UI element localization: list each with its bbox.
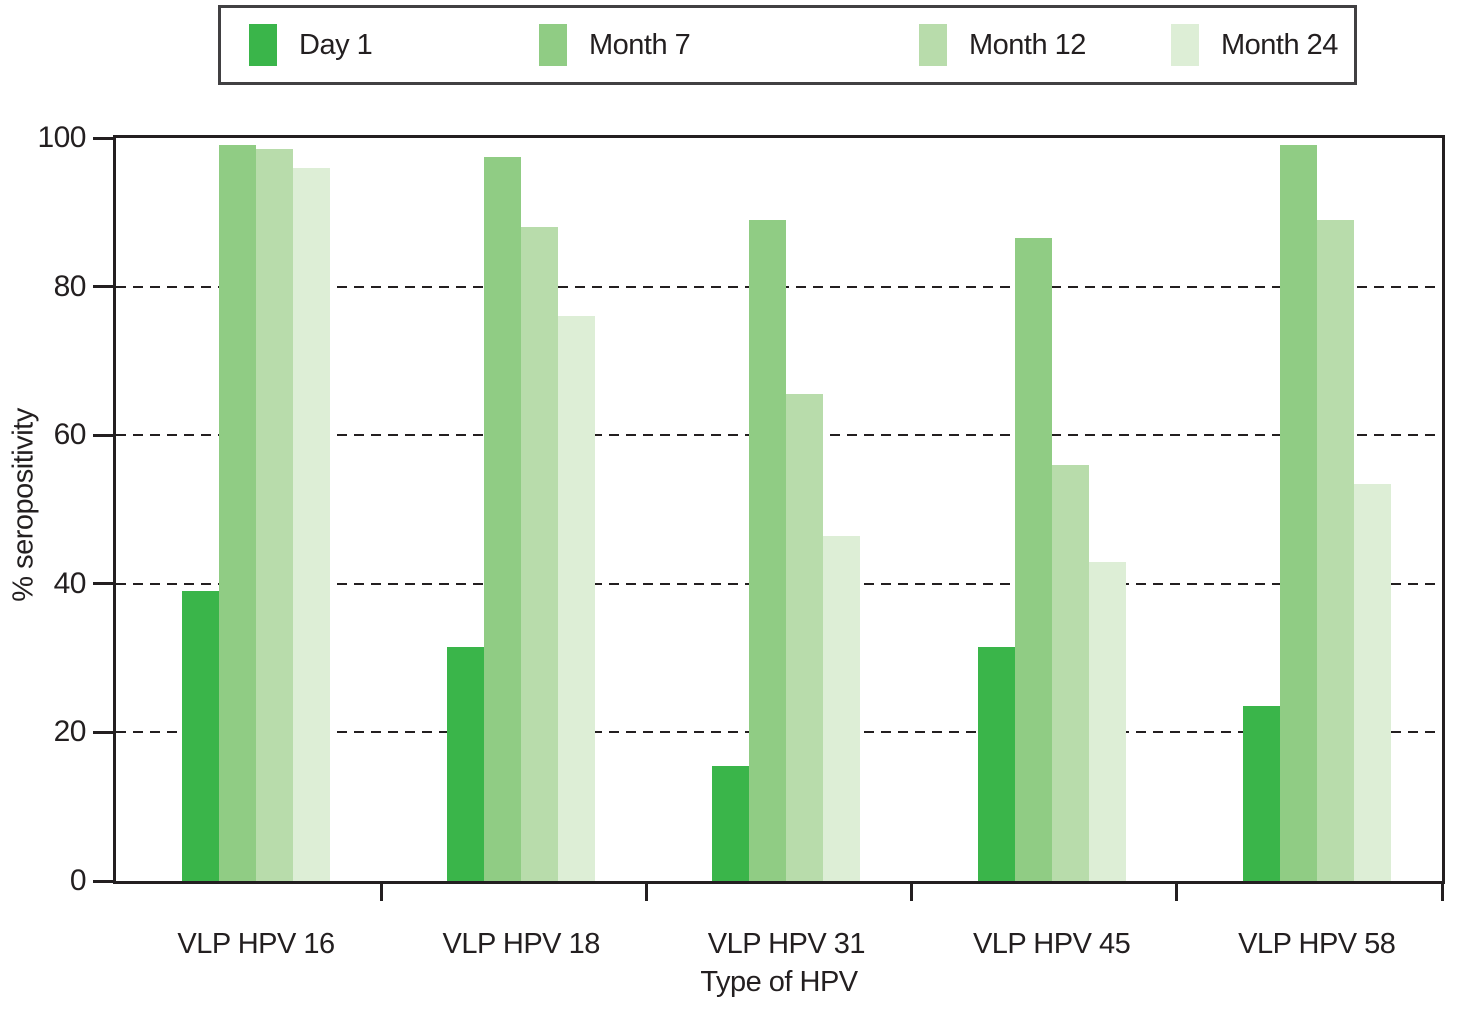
x-category-label: VLP HPV 31 — [707, 928, 866, 960]
x-category-label: VLP HPV 16 — [177, 928, 335, 960]
legend-item-3: Month 12 — [919, 24, 1086, 66]
bar — [749, 219, 787, 881]
legend-swatch-icon — [919, 24, 947, 66]
y-axis-tick — [93, 879, 113, 883]
legend-item-label: Day 1 — [299, 28, 373, 61]
bar — [293, 167, 330, 881]
x-axis-tick — [379, 881, 383, 901]
legend-swatch-icon — [1171, 24, 1199, 66]
bar — [558, 316, 596, 881]
bar — [1279, 145, 1317, 881]
bar — [1051, 464, 1089, 881]
bar — [1316, 219, 1354, 881]
bar — [1353, 483, 1391, 881]
bar — [786, 394, 824, 881]
bar — [256, 149, 293, 881]
bar — [219, 145, 256, 881]
x-axis-tick — [1440, 881, 1444, 901]
legend-item-4: Month 24 — [1171, 24, 1338, 66]
legend-swatch-icon — [539, 24, 567, 66]
y-tick-label: 100 — [37, 121, 86, 154]
legend-item-label: Month 12 — [969, 28, 1086, 61]
y-tick-label: 80 — [53, 269, 87, 303]
bar — [447, 646, 485, 881]
x-axis-tick — [910, 881, 914, 901]
legend-item-2: Month 7 — [539, 24, 691, 66]
bar — [1088, 561, 1126, 881]
x-axis-tick — [644, 881, 648, 901]
x-category-label: VLP HPV 58 — [1238, 928, 1396, 960]
x-category-label: VLP HPV 45 — [972, 928, 1131, 960]
x-axis-title: Type of HPV — [700, 966, 858, 998]
bar — [521, 227, 559, 881]
bar — [977, 646, 1015, 881]
bar — [712, 765, 750, 881]
legend: Day 1 Month 7 Month 12 Month 24 — [218, 5, 1357, 85]
y-axis-tick — [93, 285, 113, 289]
bar — [1242, 706, 1280, 881]
legend-item-1: Day 1 — [249, 24, 373, 66]
legend-item-label: Month 24 — [1221, 28, 1338, 61]
y-tick-label: 60 — [53, 418, 87, 452]
y-tick-label: 0 — [69, 864, 87, 897]
legend-item-label: Month 7 — [589, 28, 691, 61]
bar — [484, 156, 522, 881]
bar — [182, 591, 219, 881]
plot-area — [113, 135, 1445, 884]
y-tick-label: 40 — [53, 566, 87, 600]
y-axis-tick — [93, 136, 113, 140]
x-axis-tick — [1175, 881, 1179, 901]
x-category-label: VLP HPV 18 — [442, 928, 601, 960]
legend-swatch-icon — [249, 24, 277, 66]
y-axis-tick — [93, 730, 113, 734]
bar — [1014, 238, 1052, 881]
bar — [823, 535, 861, 881]
y-axis-tick — [93, 582, 113, 586]
y-tick-label: 20 — [53, 715, 87, 749]
y-axis-tick — [93, 433, 113, 437]
